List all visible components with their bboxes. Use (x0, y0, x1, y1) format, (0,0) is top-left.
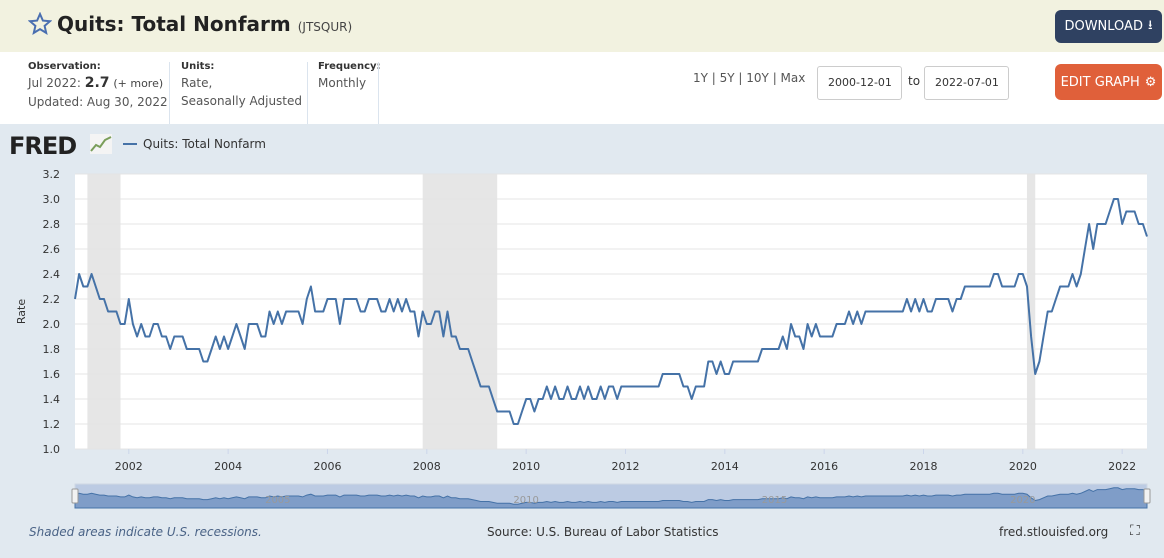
header-bar: Quits: Total Nonfarm (JTSQUR) DOWNLOAD ⭳ (0, 0, 1164, 52)
x-tick-label: 2008 (413, 460, 441, 473)
frequency-label: Frequency: (318, 61, 381, 72)
y-tick-label: 2.4 (43, 268, 61, 281)
more-link[interactable]: (+ more) (113, 77, 164, 90)
x-tick-label: 2006 (313, 460, 341, 473)
x-tick-label: 2014 (711, 460, 739, 473)
recession-shade (1026, 174, 1036, 449)
x-tick-label: 2004 (214, 460, 242, 473)
y-tick-label: 2.2 (43, 293, 61, 306)
navigator-tick-label: 2015 (762, 495, 787, 506)
y-tick-label: 2.0 (43, 318, 61, 331)
recession-note: Shaded areas indicate U.S. recessions. (29, 525, 262, 539)
legend-swatch (123, 143, 137, 145)
chart-legend: Quits: Total Nonfarm (123, 137, 266, 151)
download-icon: ⭳ (1147, 17, 1153, 33)
updated-date: Updated: Aug 30, 2022 (28, 95, 168, 109)
y-tick-label: 1.0 (43, 443, 61, 456)
source-text: Source: U.S. Bureau of Labor Statistics (487, 525, 719, 539)
y-tick-label: 1.8 (43, 343, 61, 356)
y-tick-label: 3.0 (43, 193, 61, 206)
start-date-input[interactable]: 2000-12-01 (817, 66, 902, 100)
units-adjustment: Seasonally Adjusted (181, 94, 303, 108)
navigator-handle[interactable] (1143, 488, 1151, 504)
fullscreen-icon[interactable]: ⛶ (1130, 523, 1140, 539)
navigator-series (74, 487, 1148, 509)
fred-logo: FRED (9, 132, 77, 160)
navigator-tick-label: 2020 (1010, 495, 1035, 506)
observation-label: Observation: (28, 61, 101, 72)
edit-graph-label: EDIT GRAPH (1060, 74, 1140, 90)
divider (169, 62, 170, 124)
gear-icon: ⚙ (1144, 74, 1157, 90)
y-tick-label: 1.2 (43, 418, 61, 431)
observation-block: Observation: Jul 2022: 2.7 (+ more) Upda… (28, 60, 168, 111)
x-tick-label: 2020 (1009, 460, 1037, 473)
x-tick-label: 2016 (810, 460, 838, 473)
end-date-input[interactable]: 2022-07-01 (924, 66, 1009, 100)
line-chart: 1.0 1.2 1.4 1.6 1.8 2.0 2.2 2.4 2.6 2.8 3.0 3.2 2002… (15, 168, 1151, 509)
x-tick-label: 2018 (909, 460, 937, 473)
frequency-block: Frequency: Monthly (318, 60, 381, 92)
y-tick-label: 1.4 (43, 393, 61, 406)
edit-graph-button[interactable]: EDIT GRAPH ⚙ (1055, 64, 1162, 100)
legend-label: Quits: Total Nonfarm (143, 137, 266, 151)
to-label: to (908, 74, 921, 88)
plot-background (75, 174, 1147, 449)
units-block: Units: Rate, Seasonally Adjusted (181, 60, 302, 110)
recession-shade (422, 174, 498, 449)
data-line (74, 198, 1148, 425)
chart-logo-icon (90, 134, 112, 154)
divider (307, 62, 308, 124)
x-tick-label: 2022 (1108, 460, 1136, 473)
x-tick-label: 2012 (611, 460, 639, 473)
site-link[interactable]: fred.stlouisfed.org (999, 525, 1109, 539)
y-tick-label: 2.6 (43, 243, 61, 256)
y-tick-label: 2.8 (43, 218, 61, 231)
units-label: Units: (181, 61, 215, 72)
download-button[interactable]: DOWNLOAD ⭳ (1055, 10, 1162, 43)
units-value: Rate, (181, 76, 213, 90)
frequency-value: Monthly (318, 76, 367, 90)
y-axis-label: Rate (15, 299, 28, 324)
x-tick-label: 2010 (512, 460, 540, 473)
star-icon[interactable] (28, 12, 52, 36)
navigator-tick-label: 2010 (513, 495, 538, 506)
series-id: (JTSQUR) (297, 20, 353, 34)
download-label: DOWNLOAD (1064, 19, 1143, 34)
observation-value: 2.7 (84, 75, 110, 91)
navigator-tick-label: 2005 (265, 495, 290, 506)
navigator-handle[interactable] (71, 488, 79, 504)
page-title: Quits: Total Nonfarm (JTSQUR) (57, 12, 352, 36)
divider (378, 62, 379, 124)
observation-date: Jul 2022: (28, 76, 81, 90)
series-title: Quits: Total Nonfarm (57, 12, 291, 36)
x-tick-label: 2002 (115, 460, 143, 473)
y-tick-label: 3.2 (43, 168, 61, 181)
range-selector[interactable]: 1Y | 5Y | 10Y | Max (693, 71, 806, 85)
y-tick-label: 1.6 (43, 368, 61, 381)
